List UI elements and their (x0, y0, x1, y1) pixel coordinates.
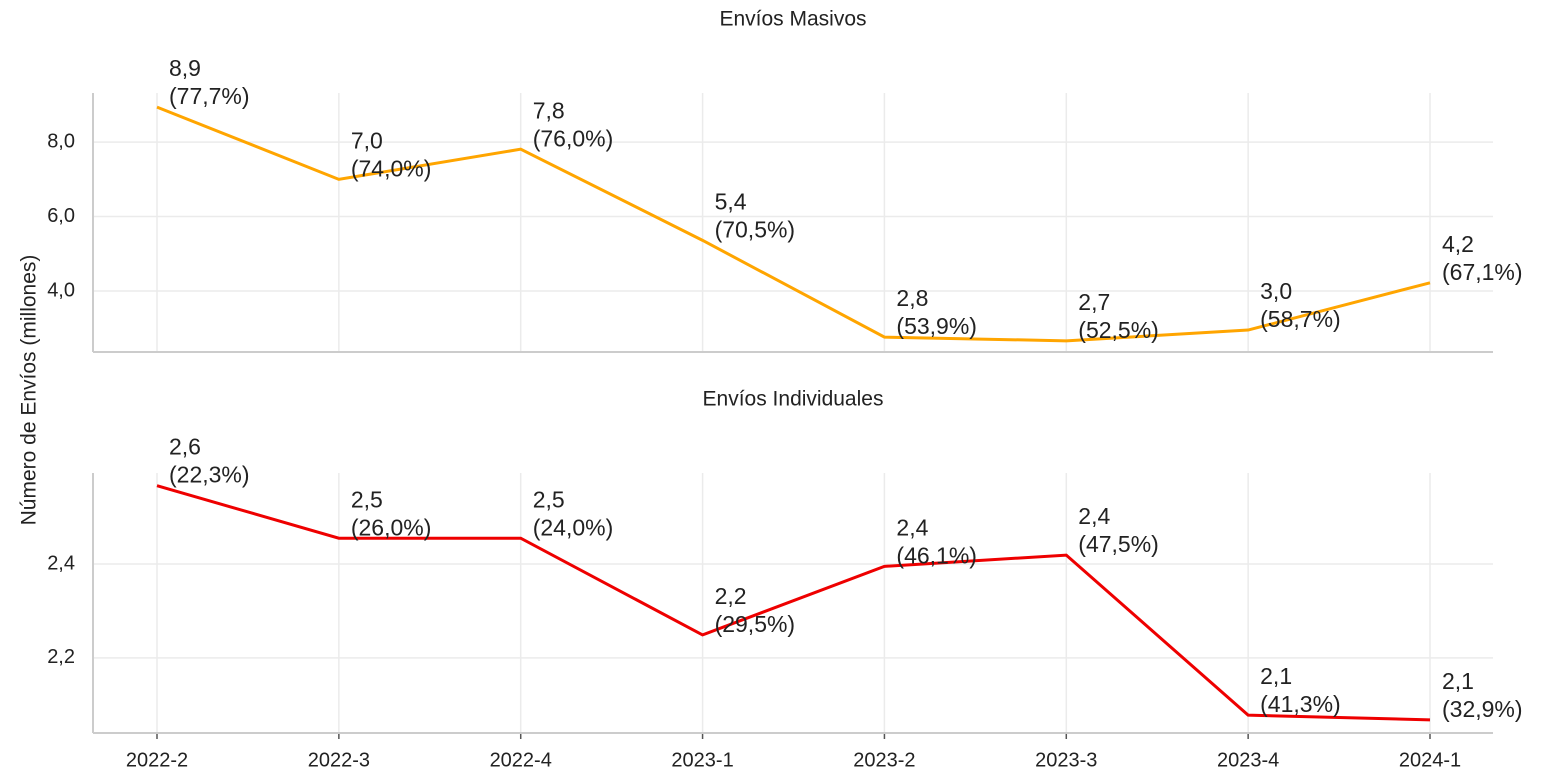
y-tick-label: 2,4 (47, 552, 75, 574)
data-label: (26,0%) (351, 514, 432, 540)
data-label: (76,0%) (533, 125, 614, 151)
x-tick-label: 2022-3 (308, 749, 370, 771)
chart-title: Envíos Individuales (703, 388, 884, 411)
data-label: (58,7%) (1260, 306, 1341, 332)
data-label: 4,2 (1442, 231, 1474, 257)
data-label: 2,4 (896, 514, 928, 540)
x-tick-label: 2023-3 (1035, 749, 1097, 771)
data-label: (46,1%) (896, 542, 977, 568)
y-axis-label: Número de Envíos (millones) (18, 255, 41, 526)
data-label: 2,6 (169, 434, 201, 460)
x-tick-label: 2022-4 (490, 749, 552, 771)
data-label: (47,5%) (1078, 531, 1159, 557)
y-tick-label: 4,0 (47, 279, 75, 301)
data-label: 2,4 (1078, 503, 1110, 529)
data-label: 5,4 (715, 188, 747, 214)
data-label: (70,5%) (715, 216, 796, 242)
x-tick-label: 2023-4 (1217, 749, 1279, 771)
data-label: 2,1 (1260, 663, 1292, 689)
data-label: (41,3%) (1260, 691, 1341, 717)
line-series (156, 484, 1431, 722)
data-label: (22,3%) (169, 462, 250, 488)
data-label: 2,5 (351, 486, 383, 512)
x-tick-label: 2023-1 (671, 749, 733, 771)
data-label: 2,7 (1078, 289, 1110, 315)
x-tick-label: 2023-2 (853, 749, 915, 771)
data-label: (32,9%) (1442, 696, 1523, 722)
data-label: (77,7%) (169, 83, 250, 109)
data-label: (67,1%) (1442, 259, 1523, 285)
data-label: 2,5 (533, 486, 565, 512)
data-label: 8,9 (169, 55, 201, 81)
data-label: (24,0%) (533, 514, 614, 540)
data-label: 3,0 (1260, 278, 1292, 304)
y-tick-label: 8,0 (47, 130, 75, 152)
x-tick-label: 2022-2 (126, 749, 188, 771)
x-tick-label: 2024-1 (1399, 749, 1461, 771)
data-label: 2,8 (896, 285, 928, 311)
data-label: (52,5%) (1078, 317, 1159, 343)
data-label: 2,2 (715, 583, 747, 609)
data-label: 7,8 (533, 97, 565, 123)
data-label: 2,1 (1442, 668, 1474, 694)
y-tick-label: 2,2 (47, 646, 75, 668)
chart-title: Envíos Masivos (719, 8, 866, 31)
data-label: (53,9%) (896, 313, 977, 339)
data-label: (29,5%) (715, 611, 796, 637)
data-label: (74,0%) (351, 155, 432, 181)
y-tick-label: 6,0 (47, 205, 75, 227)
data-label: 7,0 (351, 127, 383, 153)
line-series (156, 105, 1431, 343)
